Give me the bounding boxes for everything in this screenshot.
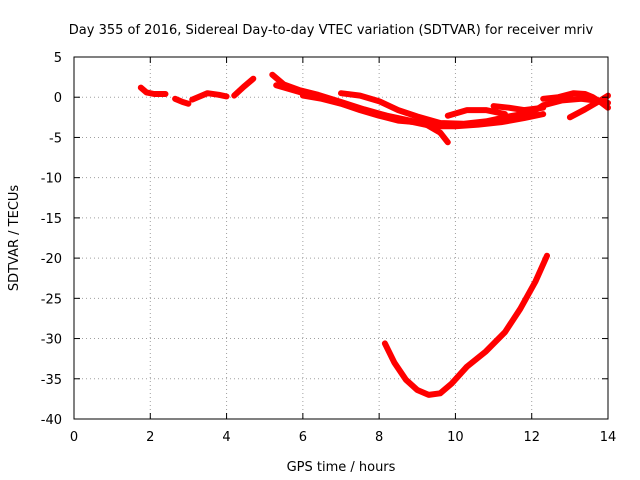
- series-arc-9: [444, 107, 508, 119]
- y-tick-label: -35: [41, 373, 62, 388]
- x-tick-labels: 0 2 4 6 8 10 12 14: [70, 430, 616, 445]
- y-axis-label: SDTVAR / TECUs: [7, 185, 22, 292]
- series-arc-2: [172, 95, 192, 107]
- y-tick-label: -30: [41, 333, 62, 348]
- y-tick-label: -15: [41, 212, 62, 227]
- plot-frame: [73, 56, 609, 420]
- y-tick-label: -40: [41, 413, 62, 428]
- y-tick-label: -20: [41, 252, 62, 267]
- y-tick-label: -10: [41, 172, 62, 187]
- chart-title: Day 355 of 2016, Sidereal Day-to-day VTE…: [69, 23, 594, 38]
- series-arc-1: [137, 84, 169, 97]
- series-arc-3: [189, 90, 230, 103]
- y-tick-label: -5: [49, 131, 62, 146]
- x-tick-label: 6: [299, 430, 307, 445]
- x-tick-label: 14: [600, 430, 617, 445]
- axis-ticks: [73, 56, 609, 420]
- series-arc-4: [231, 75, 257, 99]
- x-tick-label: 10: [447, 430, 464, 445]
- series-arc-13: [381, 252, 550, 398]
- x-tick-label: 0: [70, 430, 78, 445]
- y-tick-label: -25: [41, 292, 62, 307]
- series-arc-12: [566, 92, 611, 121]
- y-tick-labels: 5 0 -5 -10 -15 -20 -25 -30 -35 -40: [41, 51, 62, 428]
- x-tick-label: 8: [375, 430, 383, 445]
- series-arc-8: [338, 90, 611, 127]
- series-arc-7: [299, 92, 421, 126]
- x-axis-label: GPS time / hours: [287, 460, 396, 475]
- x-tick-label: 12: [523, 430, 540, 445]
- y-tick-label: 5: [54, 51, 62, 66]
- x-tick-label: 2: [146, 430, 154, 445]
- y-tick-label: 0: [54, 91, 62, 106]
- x-tick-label: 4: [222, 430, 230, 445]
- series-arc-10: [490, 103, 547, 114]
- data-series: [137, 71, 611, 398]
